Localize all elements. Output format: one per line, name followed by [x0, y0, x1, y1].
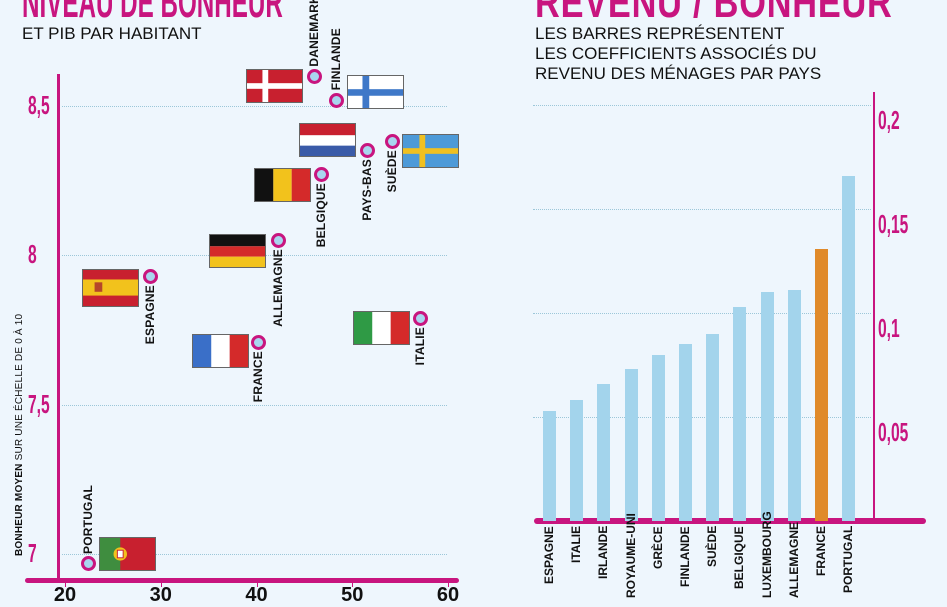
gridline — [62, 105, 447, 107]
y-tick-label: 8 — [28, 239, 37, 269]
flag-be-icon — [253, 168, 311, 203]
bar-y-axis — [873, 92, 875, 520]
data-point — [251, 334, 267, 350]
gridline — [62, 404, 447, 406]
point-label: DANEMARK — [306, 0, 321, 67]
category-label: SUÈDE — [705, 526, 720, 568]
flag-de-icon — [208, 234, 266, 269]
point-label: ALLEMAGNE — [270, 249, 285, 327]
bar-portugal — [842, 175, 856, 521]
data-point — [270, 233, 286, 249]
bar-grèce — [651, 354, 665, 521]
scatter-subtitle: ET PIB PAR HABITANT — [22, 24, 202, 43]
point-label: PAYS-BAS — [359, 159, 374, 221]
scatter-x-axis — [25, 578, 459, 583]
data-point — [384, 134, 400, 150]
bar-subtitle-line: REVENU DES MÉNAGES PAR PAYS — [535, 64, 822, 83]
point-label: ESPAGNE — [143, 284, 158, 345]
data-point — [359, 143, 375, 159]
y-tick-label: 7,5 — [28, 388, 50, 419]
y-label-rest: SUR UNE ÉCHELLE DE 0 À 10 — [14, 313, 25, 464]
x-tick — [65, 582, 66, 587]
data-point — [80, 555, 96, 571]
y-label-bold: BONHEUR MOYEN — [14, 463, 25, 556]
y-tick-label: 0,1 — [878, 313, 900, 343]
category-label: IRLANDE — [596, 526, 611, 580]
category-label: FINLANDE — [678, 526, 692, 587]
category-label: PORTUGAL — [841, 526, 856, 594]
scatter-title: NIVEAU DE BONHEUR — [22, 0, 283, 27]
bar-subtitle-line: LES COEFFICIENTS ASSOCIÉS DU — [535, 44, 817, 63]
flag-fr-icon — [192, 333, 250, 368]
flag-es-icon — [82, 268, 140, 307]
y-tick-label: 7 — [28, 538, 37, 568]
x-tick — [352, 582, 354, 587]
point-label: BELGIQUE — [313, 183, 328, 248]
flag-dk-icon — [245, 68, 303, 103]
point-label: FRANCE — [251, 350, 266, 402]
category-label: ITALIE — [569, 526, 584, 564]
bar-subtitle-line: LES BARRES REPRÉSENTENT — [535, 24, 785, 43]
gridline — [62, 554, 447, 555]
bar-luxembourg — [760, 292, 774, 521]
category-label: GRÈCE — [650, 526, 665, 569]
x-tick — [256, 582, 258, 587]
bar-suède — [706, 333, 720, 521]
y-tick-label: 0,2 — [878, 105, 900, 135]
bar-baseline — [534, 518, 926, 524]
category-label: LUXEMBOURG — [759, 511, 774, 598]
scatter-y-label: BONHEUR MOYEN SUR UNE ÉCHELLE DE 0 À 10 — [14, 300, 25, 556]
category-label: ESPAGNE — [542, 526, 556, 584]
data-point — [328, 92, 344, 108]
y-tick-label: 0,15 — [878, 209, 909, 239]
bar-espagne — [543, 410, 556, 521]
flag-it-icon — [353, 310, 411, 345]
point-label: FINLANDE — [328, 28, 343, 91]
gridline — [533, 417, 871, 418]
data-point — [306, 68, 322, 84]
category-label: ALLEMAGNE — [786, 522, 801, 598]
scatter-y-axis — [57, 74, 60, 582]
category-label: BELGIQUE — [732, 526, 747, 589]
point-label: ITALIE — [413, 326, 428, 366]
x-tick — [448, 582, 449, 587]
bar-subtitle: LES BARRES REPRÉSENTENT LES COEFFICIENTS… — [535, 24, 821, 84]
bar-irlande — [597, 383, 611, 521]
data-point — [413, 310, 429, 326]
point-label: PORTUGAL — [80, 485, 95, 554]
category-label: ROYAUME-UNI — [623, 513, 638, 598]
bar-allemagne — [787, 290, 801, 521]
bar-title: REVENU / BONHEUR — [535, 0, 893, 27]
data-point — [143, 268, 159, 284]
point-label: SUÈDE — [384, 150, 399, 193]
flag-pt-icon — [98, 536, 156, 571]
bar-italie — [570, 400, 584, 521]
bar-france — [815, 248, 828, 521]
category-label: FRANCE — [814, 526, 828, 576]
gridline — [533, 209, 871, 210]
y-tick-label: 0,05 — [878, 417, 909, 447]
gridline — [533, 313, 871, 314]
flag-nl-icon — [298, 123, 356, 158]
gridline — [533, 105, 871, 106]
y-tick-label: 8,5 — [28, 89, 50, 120]
flag-se-icon — [401, 134, 459, 169]
x-tick — [160, 582, 162, 587]
flag-fi-icon — [346, 74, 404, 109]
data-point — [313, 167, 329, 183]
bar-royaume-uni — [624, 369, 638, 521]
bar-belgique — [733, 306, 747, 521]
bar-finlande — [679, 344, 692, 521]
